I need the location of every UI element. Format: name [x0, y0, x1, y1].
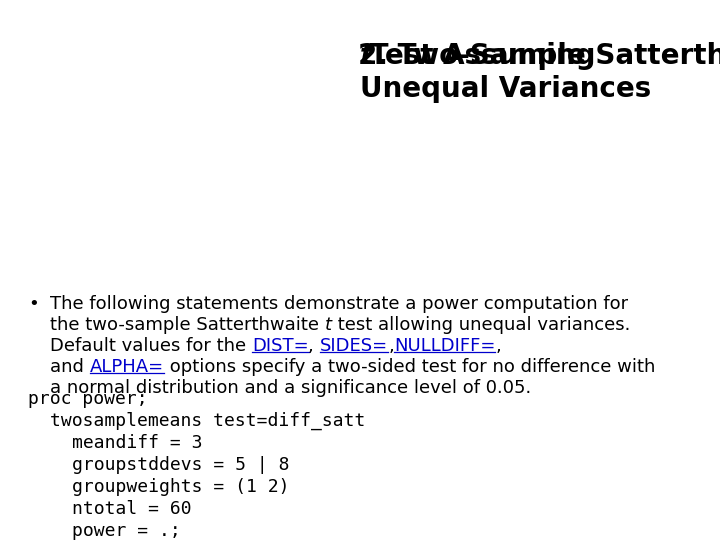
Text: twosamplemeans test=diff_satt: twosamplemeans test=diff_satt	[50, 412, 365, 430]
Text: Default values for the: Default values for the	[50, 337, 252, 355]
Text: •: •	[28, 295, 39, 313]
Text: groupstddevs = 5 | 8: groupstddevs = 5 | 8	[72, 456, 289, 474]
Text: NULLDIFF=: NULLDIFF=	[394, 337, 495, 355]
Text: SIDES=: SIDES=	[320, 337, 388, 355]
Text: t: t	[325, 316, 332, 334]
Text: ,: ,	[388, 337, 394, 355]
Text: test allowing unequal variances.: test allowing unequal variances.	[332, 316, 630, 334]
Text: t: t	[359, 42, 373, 70]
Text: The following statements demonstrate a power computation for: The following statements demonstrate a p…	[50, 295, 628, 313]
Text: 2. Two-Sample Satterthwaite: 2. Two-Sample Satterthwaite	[359, 42, 720, 70]
Text: options specify a two-sided test for no difference with: options specify a two-sided test for no …	[163, 358, 655, 376]
Text: groupweights = (1 2): groupweights = (1 2)	[72, 478, 289, 496]
Text: a normal distribution and a significance level of 0.05.: a normal distribution and a significance…	[50, 379, 531, 397]
Text: and: and	[50, 358, 89, 376]
Text: ,: ,	[308, 337, 320, 355]
Text: power = .;: power = .;	[72, 522, 181, 540]
Text: the two-sample Satterthwaite: the two-sample Satterthwaite	[50, 316, 325, 334]
Text: proc power;: proc power;	[28, 390, 148, 408]
Text: meandiff = 3: meandiff = 3	[72, 434, 202, 452]
Text: DIST=: DIST=	[252, 337, 308, 355]
Text: ALPHA=: ALPHA=	[89, 358, 163, 376]
Text: ,: ,	[495, 337, 501, 355]
Text: ntotal = 60: ntotal = 60	[72, 500, 192, 518]
Text: Test Assuming: Test Assuming	[361, 42, 596, 70]
Text: Unequal Variances: Unequal Variances	[359, 75, 651, 103]
